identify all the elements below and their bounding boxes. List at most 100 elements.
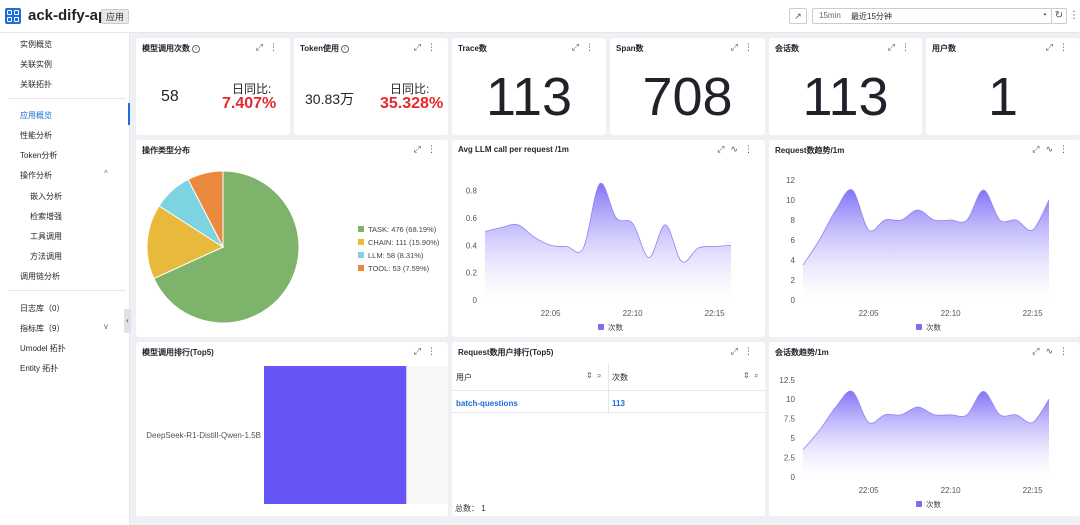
y-tick-label: 12 [786,176,795,185]
panel-tools[interactable]: ⤢⋮ [730,346,759,356]
y-tick-label: 10 [786,395,795,404]
column-header-count[interactable]: 次数 [612,373,628,382]
panel-request-trend: Request数趋势/1m ⤢∿⋮ 0 2 4 6 8 10 12 22:05 22:10 22:… [769,140,1080,337]
column-header-user[interactable]: 用户 [456,373,472,382]
panel-tools[interactable]: ⤢⋮ [571,42,600,52]
kpi-span: Span数 ⤢⋮ 708 [610,38,765,135]
pie-slice-task [153,170,300,324]
x-tick-label: 22:10 [941,309,962,318]
panel-tools[interactable]: ⤢⋮ [413,42,442,52]
panel-title: Request数趋势/1m [775,146,845,155]
x-tick-label: 22:05 [859,486,880,495]
sidebar-item-metricstore[interactable]: 指标库（9） [20,324,65,333]
panel-title: Span数 [616,44,644,53]
pie-slice-tool [187,170,224,248]
y-tick-label: 6 [791,236,796,245]
refresh-button[interactable]: ↻ [1051,8,1067,24]
panel-title: Token使用 [300,44,339,53]
y-tick-label: 0 [791,296,796,305]
bar-chart: DeepSeek-R1-Distill-Qwen-1.5B [146,366,448,504]
sidebar-item-umodel-topology[interactable]: Umodel 拓扑 [20,344,66,353]
top-bar: ack-dify-api 应用 ↗ 15min 最近15分钟 ◔ ↻ ⋮ [0,0,1080,33]
panel-title: 会话数 [775,44,799,53]
table-cell-count[interactable]: 113 [612,399,625,408]
table-total: 总数： 1 [455,504,486,513]
legend-item: TASK: 476 (68.19%) [368,225,437,234]
area-chart: 0 0.2 0.4 0.6 0.8 22:05 22:10 22:15 次数 [466,183,732,332]
sidebar-item-embedding[interactable]: 嵌入分析 [30,192,62,201]
table-cell-user[interactable]: batch-questions [456,399,518,408]
sidebar-item-performance[interactable]: 性能分析 [20,131,52,140]
panel-tools[interactable]: ⤢⋮ [413,346,442,356]
search-icon[interactable]: ⌕ [754,371,759,380]
panel-tools[interactable]: ⤢⋮ [413,144,442,154]
column-divider [608,363,609,413]
y-tick-label: 12.5 [779,376,795,385]
sidebar-item-rag[interactable]: 检索增强 [30,212,62,221]
legend-swatch [916,501,922,507]
sort-icon[interactable]: ⇕ [586,371,593,380]
y-tick-label: 8 [791,216,796,225]
panel-tools[interactable]: ⤢⋮ [887,42,916,52]
panel-tools[interactable]: ⤢∿⋮ [1032,346,1074,356]
table-row-divider [452,412,765,413]
panel-title: Avg LLM call per request /1m [458,145,569,154]
legend-item: TOOL: 53 (7.59%) [368,264,430,273]
app-title: ack-dify-api [28,7,112,24]
panel-title: Request数用户排行(Top5) [458,348,554,357]
panel-title: 模型调用次数 [142,44,190,53]
category-label: DeepSeek-R1-Distill-Qwen-1.5B [146,431,261,440]
search-icon[interactable]: ⌕ [597,371,602,380]
info-icon[interactable]: i [192,44,200,53]
sidebar-item-trace-analysis[interactable]: 调用链分析 [20,272,60,281]
info-icon[interactable]: i [340,44,349,53]
yoy-label: 日同比: [232,82,272,96]
x-tick-label: 22:10 [623,309,644,318]
chevron-down-icon[interactable]: v [104,322,108,331]
panel-op-distribution: 操作类型分布 ⤢⋮ TASK: 476 (68.19%) CHAIN: 111 (… [136,140,448,337]
sidebar-item-operation[interactable]: 操作分析 [20,171,52,180]
panel-tools[interactable]: ⤢∿⋮ [1032,144,1074,154]
x-tick-label: 22:15 [1023,486,1044,495]
sidebar-item-related-topology[interactable]: 关联拓扑 [20,80,52,89]
kpi-value: 113 [802,67,889,127]
sidebar-item-instance-overview[interactable]: 实例概览 [20,40,52,49]
time-range-short: 15min [819,11,841,20]
sidebar-item-entity-topology[interactable]: Entity 拓扑 [20,364,59,373]
sort-icon[interactable]: ⇕ [743,371,750,380]
panel-user-rank: Request数用户排行(Top5) ⤢⋮ 用户 ⇕ ⌕ 次数 ⇕ ⌕ batc… [452,342,765,516]
refresh-icon: ↻ [1054,10,1064,21]
x-tick-label: 22:05 [859,309,880,318]
more-menu-button[interactable]: ⋮ [1069,10,1079,21]
panel-tools[interactable]: ⤢∿⋮ [717,144,759,154]
sidebar-item-token[interactable]: Token分析 [20,151,58,160]
sidebar-item-logstore[interactable]: 日志库（0） [20,304,65,313]
sidebar-item-app-overview[interactable]: 应用概览 [20,111,52,120]
x-tick-label: 22:15 [705,309,726,318]
sidebar-item-related-instances[interactable]: 关联实例 [20,60,52,69]
series-line [802,390,1050,451]
panel-tools[interactable]: ⤢⋮ [1045,42,1074,52]
legend-item: LLM: 58 (8.31%) [368,251,424,260]
y-tick-label: 0.4 [466,241,478,250]
y-tick-label: 0.2 [466,269,478,278]
bar-model-1 [264,366,407,504]
sidebar-collapse-button[interactable]: ‹ [124,309,131,333]
share-button[interactable]: ↗ [789,8,807,24]
yoy-value: 35.328% [380,95,444,112]
y-tick-label: 7.5 [784,415,796,424]
kpi-value: 58 [161,88,179,105]
sidebar-item-tool-call[interactable]: 工具调用 [30,232,62,241]
sidebar-item-method-call[interactable]: 方法调用 [30,252,62,261]
x-tick-label: 22:05 [541,309,562,318]
panel-tools[interactable]: ⤢⋮ [730,42,759,52]
panel-session-trend: 会话数趋势/1m ⤢∿⋮ 0 2.5 5 7.5 10 12.5 22:05 22:10 22:… [769,342,1080,516]
external-link-icon: ↗ [794,11,802,21]
clock-icon[interactable]: ◔ [1040,10,1047,21]
panel-tools[interactable]: ⤢⋮ [255,42,284,52]
y-tick-label: 5 [791,434,796,443]
chevron-up-icon[interactable]: ^ [104,169,108,178]
time-range-picker[interactable]: 15min 最近15分钟 ◔ [812,8,1052,24]
app-type-badge: 应用 [101,9,130,24]
y-tick-label: 0.6 [466,214,478,223]
